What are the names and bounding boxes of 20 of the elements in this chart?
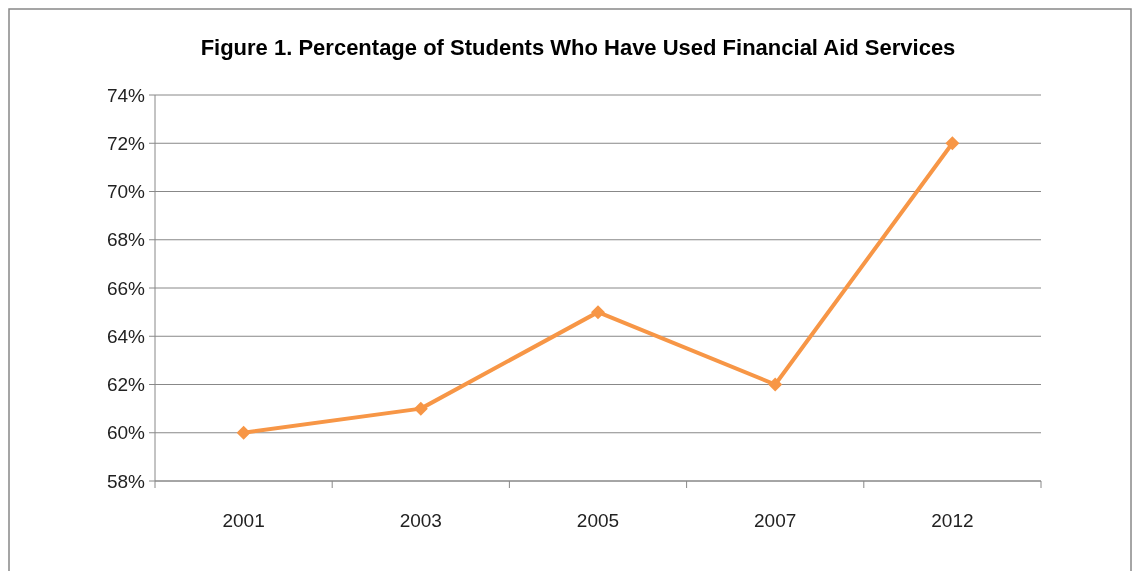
x-tick-label: 2005	[576, 510, 620, 531]
y-tick-label: 64%	[106, 325, 146, 347]
point	[945, 136, 960, 151]
y-tick-label: 66%	[106, 277, 146, 299]
y-tick-label: 62%	[106, 374, 146, 396]
point	[591, 305, 605, 320]
y-tick-label: 74%	[106, 84, 146, 106]
y-tick-label: 60%	[106, 422, 146, 444]
x-tick-label: 2012	[931, 510, 974, 531]
y-tick-label: 72%	[106, 132, 146, 154]
x-tick-label: 2001	[222, 510, 265, 531]
x-tick-label: 2007	[754, 510, 797, 531]
y-tick-label: 70%	[106, 181, 146, 203]
point	[768, 377, 783, 392]
point	[236, 425, 251, 440]
point	[413, 401, 428, 416]
x-tick-label: 2003	[399, 510, 442, 531]
chart-title: Figure 1. Percentage of Students Who Have Used Financial Aid Services	[200, 35, 956, 60]
y-tick-label: 68%	[106, 229, 146, 251]
y-tick-label: 58%	[106, 470, 146, 492]
